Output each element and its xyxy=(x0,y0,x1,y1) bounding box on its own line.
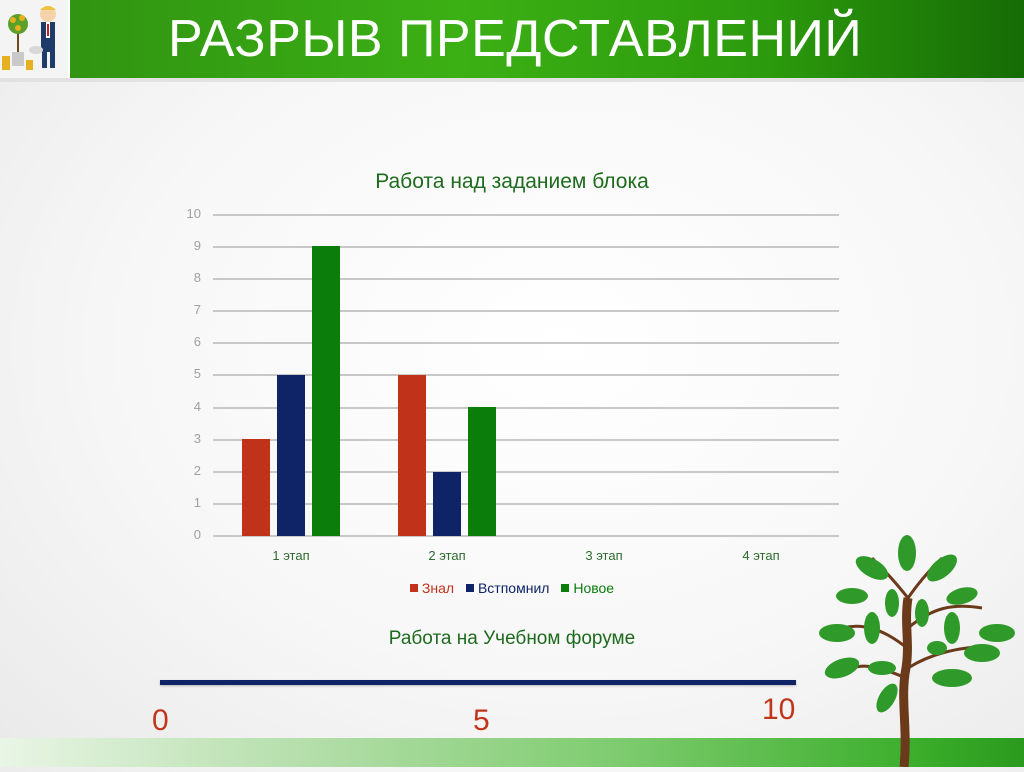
x-tick-1: 1 этап xyxy=(272,548,310,563)
bar-1-1 xyxy=(242,439,270,536)
gridline xyxy=(213,439,839,441)
gridline xyxy=(213,407,839,409)
bar-1-2 xyxy=(277,375,305,536)
y-tick: 0 xyxy=(193,527,201,542)
y-tick: 4 xyxy=(193,399,201,414)
gridline xyxy=(213,374,839,376)
legend-swatch-red-icon xyxy=(409,584,418,592)
page-title: РАЗРЫВ ПРЕДСТАВЛЕНИЙ xyxy=(168,10,863,68)
bar-2-2 xyxy=(433,471,461,536)
y-tick: 5 xyxy=(193,366,201,381)
scale-label-start: 0 xyxy=(152,704,169,737)
y-tick: 8 xyxy=(193,270,201,285)
scale-label-end: 10 xyxy=(762,693,796,726)
y-tick: 6 xyxy=(193,334,201,349)
x-tick-2: 2 этап xyxy=(428,548,466,563)
gridline xyxy=(213,246,839,248)
bar-chart-plot: 10 9 8 7 6 5 4 3 2 1 0 xyxy=(187,206,839,542)
forum-scale-line xyxy=(160,680,796,685)
businessman-money-tree-icon xyxy=(0,0,70,78)
y-tick: 2 xyxy=(193,463,201,478)
gridline xyxy=(213,503,839,505)
y-tick: 9 xyxy=(193,238,201,253)
x-tick-3: 3 этап xyxy=(585,548,623,563)
scale-label-mid: 5 xyxy=(473,704,490,737)
x-tick-4: 4 этап xyxy=(742,548,780,563)
chart-legend: Знал Встпомнил Новое xyxy=(0,580,1024,596)
gridline xyxy=(213,342,839,344)
chart-title: Работа над заданием блока xyxy=(375,170,649,193)
legend-item-vspomnil: Встпомнил xyxy=(465,580,549,596)
header-bar: РАЗРЫВ ПРЕДСТАВЛЕНИЙ xyxy=(0,0,1024,82)
bar-1-3 xyxy=(312,246,340,536)
legend-swatch-green-icon xyxy=(561,584,570,592)
y-tick: 10 xyxy=(186,206,201,221)
gridline xyxy=(213,310,839,312)
forum-scale-title: Работа на Учебном форуме xyxy=(388,628,636,649)
bar-2-1 xyxy=(398,375,426,536)
bar-2-3 xyxy=(468,407,496,536)
green-tree-icon xyxy=(812,528,1024,768)
y-tick: 3 xyxy=(193,431,201,446)
legend-item-znal: Знал xyxy=(409,580,454,596)
footer-band xyxy=(0,738,1024,767)
legend-item-novoe: Новое xyxy=(561,580,614,596)
legend-swatch-navy-icon xyxy=(465,584,474,592)
y-tick: 7 xyxy=(193,302,201,317)
gridline xyxy=(213,214,839,216)
gridline-baseline xyxy=(213,535,839,537)
y-tick: 1 xyxy=(193,495,201,510)
gridline xyxy=(213,471,839,473)
gridline xyxy=(213,278,839,280)
